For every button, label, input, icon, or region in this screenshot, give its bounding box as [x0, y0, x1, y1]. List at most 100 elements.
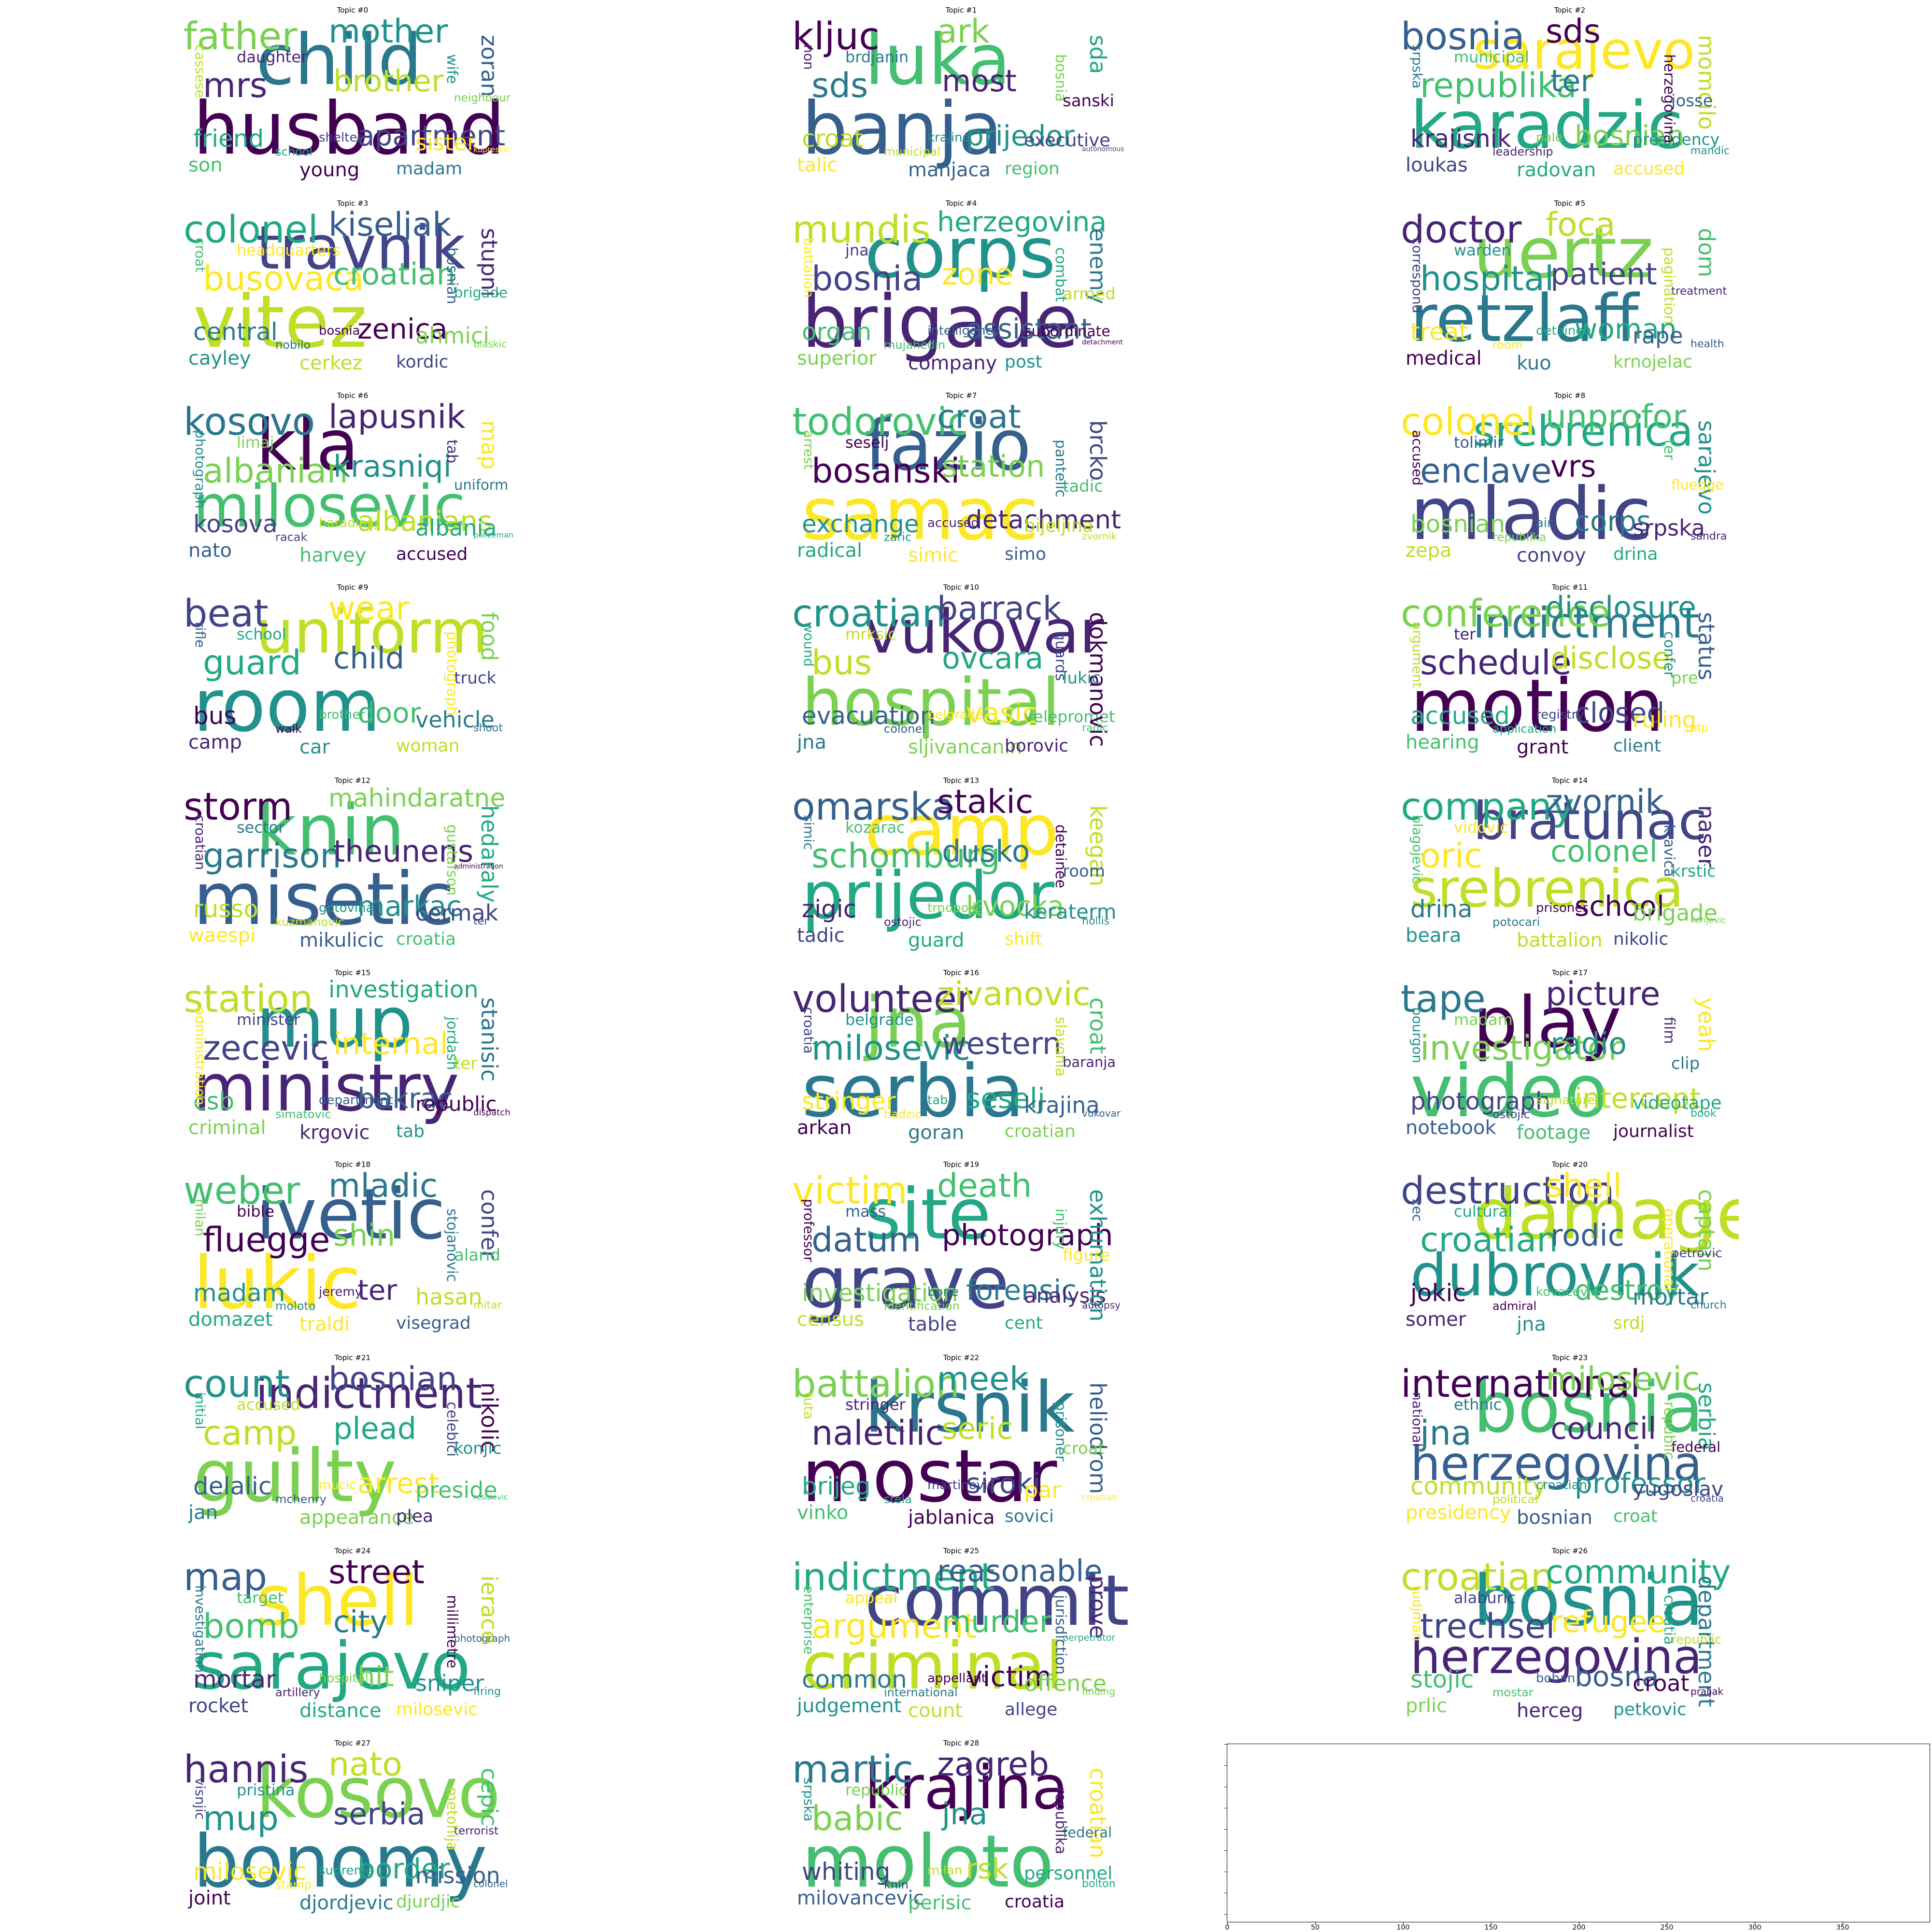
cloud-word: simatovic	[275, 1108, 331, 1121]
word-cloud: herzegovina bosnia croatian trechsel communi…	[1401, 1556, 1739, 1729]
cloud-word: simo	[1005, 544, 1046, 564]
cloud-word: borovic	[1005, 736, 1069, 756]
cloud-word: community	[1410, 1472, 1547, 1500]
topic-title: Topic #6	[337, 391, 369, 400]
cloud-word: mchenry	[275, 1492, 327, 1506]
cloud-word: plea	[396, 1506, 434, 1526]
cloud-word: registry	[1536, 708, 1584, 722]
cloud-word: knin	[884, 1878, 909, 1891]
cloud-word: csb	[193, 1087, 235, 1115]
cloud-word: jeremy	[319, 1285, 363, 1299]
cloud-word: jna	[845, 241, 869, 259]
cloud-word: camp	[188, 731, 242, 753]
cloud-word: mup	[256, 982, 413, 1064]
cloud-word: prisoner	[1052, 1402, 1069, 1462]
cloud-word: bosanski	[811, 451, 960, 491]
cloud-word: evacuation	[802, 702, 936, 730]
cloud-word: traldi	[299, 1313, 350, 1335]
cloud-word: bratunac	[1473, 791, 1707, 852]
cloud-word: refugee	[1550, 1604, 1666, 1639]
cloud-word: medical	[1406, 347, 1482, 369]
cloud-word: truck	[454, 668, 497, 688]
cloud-word: department	[319, 1093, 393, 1108]
cloud-word: bosnian	[1575, 119, 1685, 152]
x-tick-label: 250	[1660, 1924, 1674, 1932]
cloud-word: sds	[1546, 13, 1601, 51]
cloud-word: armed	[1063, 284, 1116, 304]
cloud-word: camp	[203, 1413, 297, 1453]
cloud-word: hasan	[415, 1284, 483, 1310]
cloud-word: nato	[188, 540, 232, 562]
cloud-word: cent	[1005, 1313, 1043, 1333]
cloud-word: film	[1661, 1017, 1677, 1044]
cloud-word: investigation	[328, 976, 479, 1003]
topic-panel: Topic #1 banja luka kljuc sds ark most prijedor…	[792, 5, 1130, 188]
cloud-word: omarska	[792, 785, 954, 829]
cloud-word: tadic	[1063, 477, 1103, 496]
cloud-word: photograph	[942, 1218, 1113, 1252]
cloud-word: tudjman	[1409, 1585, 1425, 1642]
cloud-word: kljuc	[792, 15, 880, 58]
cloud-word: distance	[299, 1700, 382, 1722]
topic-panel: Topic #8 mladic srebrenica colonel enclave un…	[1401, 390, 1739, 574]
cloud-word: hollis	[1082, 915, 1110, 927]
cloud-word: simic	[908, 544, 959, 567]
cloud-word: commit	[865, 1560, 1130, 1642]
cloud-word: pantelic	[1052, 440, 1069, 497]
cloud-word: otp	[1690, 722, 1708, 734]
cloud-word: naletilic	[811, 1413, 944, 1453]
topic-panel: Topic #9 room uniform beat guard wear child doo…	[184, 582, 522, 766]
cloud-word: brijeg	[802, 1472, 871, 1500]
cloud-word: air	[1536, 516, 1552, 530]
cloud-word: croatia	[1690, 1492, 1724, 1504]
cloud-word: ter	[357, 1274, 398, 1307]
cloud-word: wife	[443, 54, 460, 84]
topic-panel: Topic #2 karadzic sarajevo bosnia republika s…	[1401, 5, 1739, 188]
cloud-word: son	[188, 154, 223, 176]
topic-title: Topic #0	[337, 6, 369, 14]
cloud-word: professor	[1575, 1467, 1705, 1500]
cloud-word: banja	[802, 87, 1003, 171]
cloud-word: luka	[865, 19, 1011, 101]
cloud-word: croatian	[1085, 1768, 1111, 1859]
cloud-word: tuta	[801, 1392, 817, 1420]
cloud-word: seric	[942, 1411, 1013, 1446]
cloud-word: journalist	[1613, 1122, 1694, 1141]
cloud-word: sister	[415, 129, 476, 156]
cloud-word: croat	[1085, 997, 1111, 1054]
cloud-word: garrison	[203, 836, 341, 876]
cloud-word: dispatch	[473, 1108, 511, 1118]
topic-panel: Topic #18 lukic ivetic weber fluegge mladic sh…	[184, 1159, 522, 1343]
cloud-word: accused	[1409, 430, 1425, 486]
cloud-word: sniper	[415, 1670, 484, 1696]
cloud-word: personnel	[1024, 1863, 1113, 1884]
cloud-word: uniform	[256, 597, 488, 667]
cloud-word: brcko	[1085, 420, 1111, 481]
cloud-word: photograph	[443, 631, 460, 716]
cloud-word: mikulicic	[299, 929, 384, 952]
cloud-word: school	[1575, 890, 1664, 923]
cloud-word: investigation	[802, 1279, 958, 1307]
cloud-word: jordash	[443, 1017, 460, 1070]
cloud-word: corps	[865, 213, 1056, 294]
cloud-word: ark	[937, 13, 990, 51]
word-cloud: misetic knin storm garrison mahindaratne theu…	[184, 786, 522, 959]
cloud-word: perpetrator	[1063, 1633, 1116, 1643]
cloud-word: rsk	[966, 1852, 1009, 1885]
word-cloud: hospital vukovar croatian bus barrack ovcara v…	[792, 593, 1130, 766]
cloud-word: bone	[927, 1285, 959, 1299]
cloud-word: ahmici	[415, 323, 490, 349]
cloud-word: destroy	[1575, 1274, 1680, 1307]
cloud-word: moloto	[275, 1299, 316, 1313]
cloud-word: analysis	[1024, 1284, 1107, 1307]
cloud-word: community	[1546, 1553, 1731, 1591]
cloud-word: unprofor	[1546, 398, 1686, 436]
cloud-word: accused	[396, 544, 468, 564]
empty-axes-panel: 0 50 100 150 200 250 300 350	[1224, 1744, 1930, 1932]
cloud-word: serbia	[802, 1050, 1024, 1134]
cloud-word: croatian	[1420, 1220, 1558, 1260]
cloud-word: combat	[1052, 247, 1069, 302]
cloud-word: bosna	[1575, 1660, 1659, 1693]
cloud-word: beat	[184, 592, 269, 636]
cloud-word: headquarters	[237, 241, 341, 259]
